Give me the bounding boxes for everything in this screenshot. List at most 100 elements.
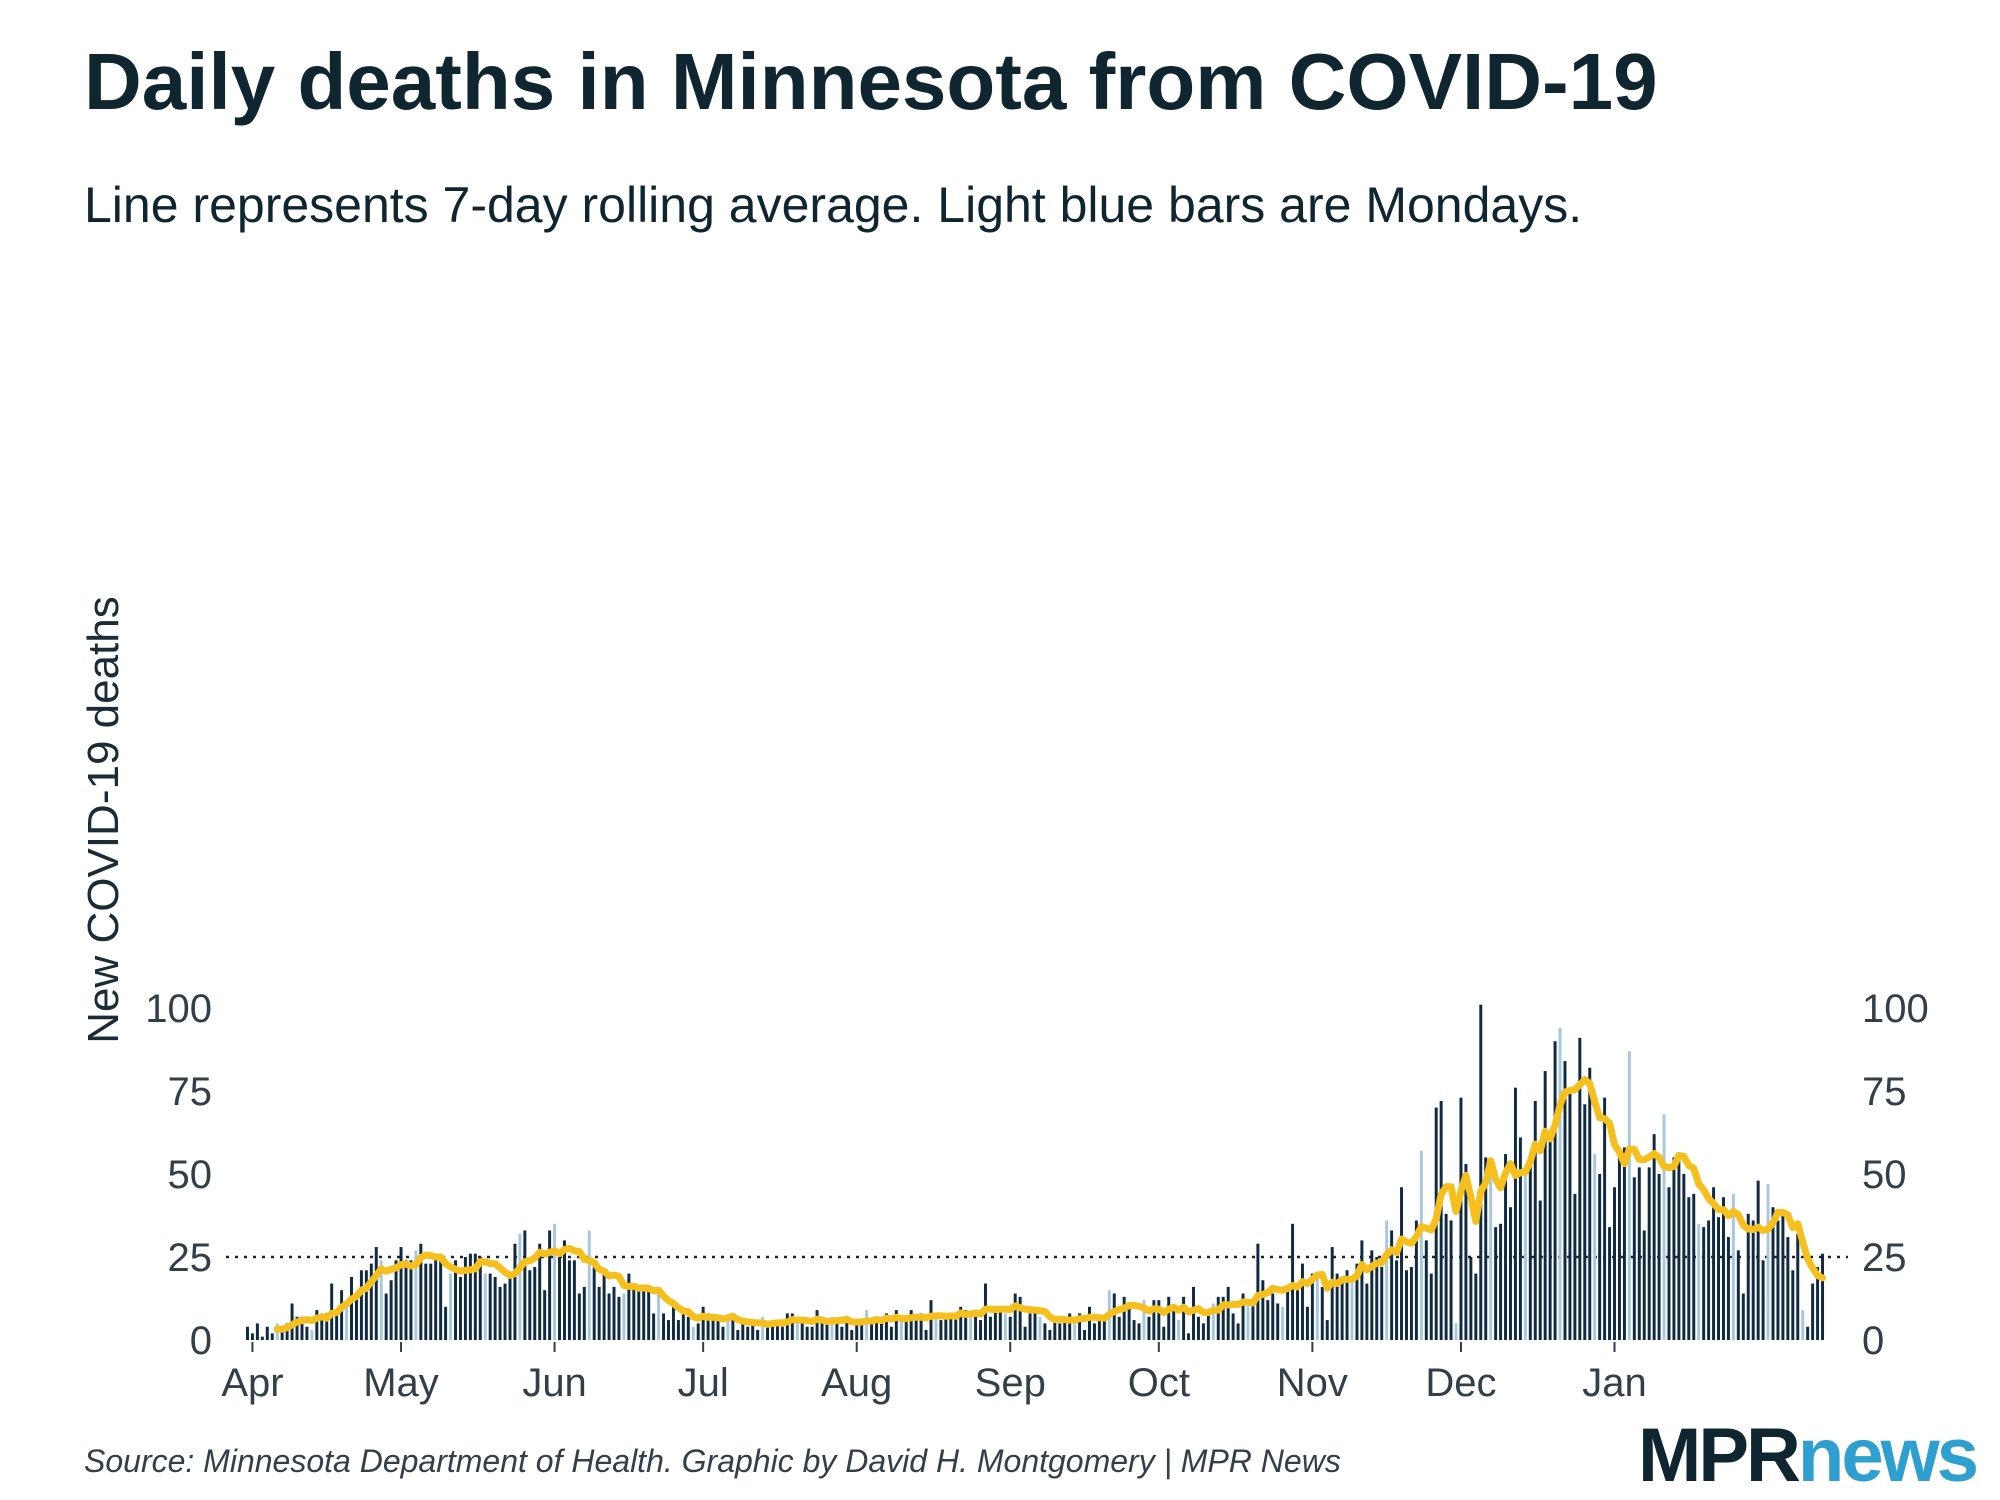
bar <box>429 1263 433 1340</box>
chart-subtitle: Line represents 7-day rolling average. L… <box>84 177 1583 233</box>
bar-monday <box>1211 1303 1215 1340</box>
bars-group <box>246 1004 1825 1340</box>
bar <box>562 1240 566 1340</box>
bar <box>1340 1280 1344 1340</box>
bar-monday <box>761 1316 765 1340</box>
y-tick-right: 50 <box>1862 1153 1907 1197</box>
bar <box>731 1313 735 1340</box>
bar <box>1048 1330 1052 1340</box>
source-note: Source: Minnesota Department of Health. … <box>84 1443 1341 1479</box>
bar <box>1083 1330 1087 1340</box>
bar <box>1692 1193 1696 1340</box>
bar <box>681 1313 685 1340</box>
bar <box>1043 1323 1047 1340</box>
bar <box>572 1260 576 1340</box>
bar <box>1405 1270 1408 1340</box>
bar <box>1533 1100 1537 1340</box>
bar <box>954 1316 958 1340</box>
bar <box>1484 1157 1488 1340</box>
bar-monday <box>622 1293 626 1340</box>
bar <box>1796 1233 1800 1340</box>
bar <box>1305 1306 1309 1340</box>
bar <box>840 1326 844 1340</box>
bar <box>1657 1174 1661 1340</box>
bar <box>1672 1157 1676 1340</box>
bar <box>424 1263 428 1340</box>
bar <box>939 1320 943 1340</box>
bar-monday <box>449 1273 453 1340</box>
bar <box>1152 1300 1156 1340</box>
bar <box>498 1286 502 1340</box>
bar <box>894 1310 898 1340</box>
mpr-news-logo: MPRnews <box>1638 1412 1979 1499</box>
bar <box>820 1320 824 1340</box>
bar <box>597 1286 601 1340</box>
bar <box>1375 1257 1379 1340</box>
bar <box>1647 1167 1651 1340</box>
y-tick-left: 50 <box>168 1153 213 1197</box>
bar <box>810 1326 814 1340</box>
bar <box>1682 1174 1686 1340</box>
bar <box>706 1313 710 1340</box>
bar <box>1726 1237 1730 1340</box>
bar <box>860 1323 864 1340</box>
y-tick-left: 75 <box>168 1070 213 1114</box>
bar <box>359 1270 363 1340</box>
bar <box>637 1286 641 1340</box>
bar <box>1380 1266 1384 1340</box>
bar <box>617 1296 621 1340</box>
y-tick-left: 0 <box>190 1319 212 1363</box>
bar-monday <box>969 1313 973 1340</box>
bar <box>1811 1283 1815 1340</box>
x-tick-label: Oct <box>1128 1361 1190 1405</box>
bar <box>295 1316 299 1340</box>
bar <box>1761 1260 1765 1340</box>
bar <box>1226 1286 1230 1340</box>
bar <box>1365 1283 1369 1340</box>
bar <box>1751 1220 1755 1340</box>
bar-monday <box>1627 1051 1631 1340</box>
bar <box>1216 1296 1220 1340</box>
bar-monday <box>414 1250 418 1340</box>
bar <box>1608 1227 1612 1340</box>
bar <box>780 1326 784 1340</box>
bar-monday <box>1454 1323 1458 1340</box>
bar <box>463 1257 467 1340</box>
bar <box>1286 1290 1290 1340</box>
bar <box>676 1320 680 1340</box>
bar <box>751 1320 755 1340</box>
bar <box>1513 1087 1517 1340</box>
bar <box>1276 1303 1280 1340</box>
bar <box>1518 1137 1522 1340</box>
bar <box>582 1286 586 1340</box>
bar <box>1182 1296 1186 1340</box>
bar <box>879 1323 883 1340</box>
bar <box>1741 1293 1745 1340</box>
bar <box>1504 1154 1508 1340</box>
bar <box>285 1323 289 1340</box>
bar <box>1464 1164 1468 1340</box>
bar-monday <box>1593 1154 1597 1340</box>
bar <box>1583 1104 1587 1340</box>
bar <box>1568 1091 1572 1340</box>
bar <box>1325 1320 1329 1340</box>
bar <box>503 1283 507 1340</box>
bar <box>993 1310 997 1340</box>
bar <box>1528 1154 1532 1340</box>
bar <box>1147 1316 1151 1340</box>
bar <box>949 1316 953 1340</box>
bar <box>711 1320 715 1340</box>
y-tick-left: 100 <box>145 987 212 1031</box>
bar <box>1717 1217 1720 1340</box>
bar <box>746 1326 750 1340</box>
bar <box>647 1290 651 1340</box>
bar-monday <box>1697 1223 1701 1340</box>
bar-monday <box>1558 1027 1562 1340</box>
bar <box>1786 1237 1790 1340</box>
bar <box>1613 1187 1616 1340</box>
bar <box>741 1323 745 1340</box>
bar <box>394 1260 398 1340</box>
bar <box>929 1300 933 1340</box>
bar-monday <box>1003 1313 1007 1340</box>
bar <box>592 1266 596 1340</box>
